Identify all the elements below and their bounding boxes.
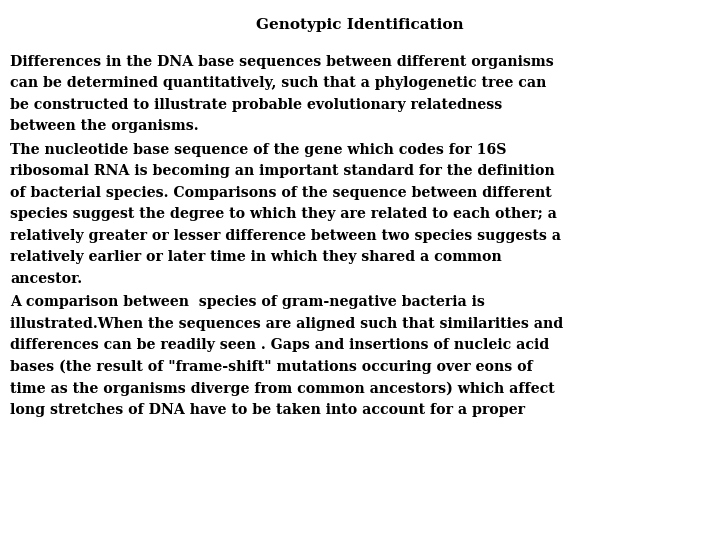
Text: species suggest the degree to which they are related to each other; a: species suggest the degree to which they… [10, 207, 557, 221]
Text: relatively earlier or later time in which they shared a common: relatively earlier or later time in whic… [10, 251, 502, 265]
Text: of bacterial species. Comparisons of the sequence between different: of bacterial species. Comparisons of the… [10, 186, 552, 200]
Text: long stretches of DNA have to be taken into account for a proper: long stretches of DNA have to be taken i… [10, 403, 525, 417]
Text: ribosomal RNA is becoming an important standard for the definition: ribosomal RNA is becoming an important s… [10, 165, 554, 179]
Text: between the organisms.: between the organisms. [10, 119, 199, 133]
Text: illustrated.When the sequences are aligned such that similarities and: illustrated.When the sequences are align… [10, 317, 563, 331]
Text: Genotypic Identification: Genotypic Identification [256, 18, 464, 32]
Text: The nucleotide base sequence of the gene which codes for 16S: The nucleotide base sequence of the gene… [10, 143, 506, 157]
Text: Differences in the DNA base sequences between different organisms: Differences in the DNA base sequences be… [10, 55, 554, 69]
Text: time as the organisms diverge from common ancestors) which affect: time as the organisms diverge from commo… [10, 381, 554, 396]
Text: can be determined quantitatively, such that a phylogenetic tree can: can be determined quantitatively, such t… [10, 77, 546, 91]
Text: bases (the result of "frame-shift" mutations occuring over eons of: bases (the result of "frame-shift" mutat… [10, 360, 533, 374]
Text: be constructed to illustrate probable evolutionary relatedness: be constructed to illustrate probable ev… [10, 98, 503, 112]
Text: relatively greater or lesser difference between two species suggests a: relatively greater or lesser difference … [10, 229, 561, 243]
Text: differences can be readily seen . Gaps and insertions of nucleic acid: differences can be readily seen . Gaps a… [10, 339, 549, 353]
Text: ancestor.: ancestor. [10, 272, 82, 286]
Text: A comparison between  species of gram-negative bacteria is: A comparison between species of gram-neg… [10, 295, 485, 309]
